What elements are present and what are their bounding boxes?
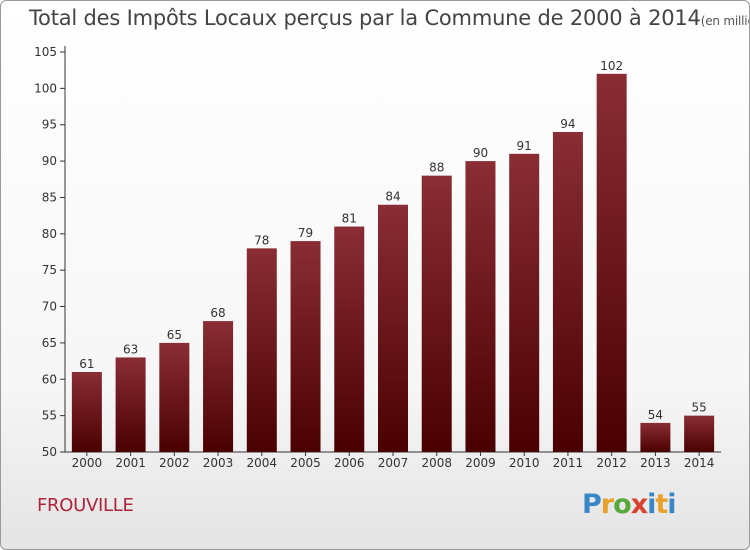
y-tick-label: 75 — [42, 263, 57, 277]
bar-value-label: 63 — [123, 342, 138, 356]
y-tick-label: 65 — [42, 336, 57, 350]
y-tick-label: 95 — [42, 118, 57, 132]
bars — [71, 73, 715, 453]
x-tick-label: 2002 — [159, 456, 190, 470]
y-tick-label: 70 — [42, 300, 57, 314]
x-tick-label: 2008 — [421, 456, 452, 470]
bar-2005 — [290, 241, 321, 452]
axes: 50 55 60 65 70 75 80 85 90 95 100 105 2000 2001 2002 20… — [34, 45, 721, 470]
x-tick-label: 2011 — [553, 456, 584, 470]
bar-2009 — [465, 161, 496, 452]
x-tick-label: 2003 — [203, 456, 234, 470]
x-tick-label: 2005 — [290, 456, 321, 470]
x-tick-label: 2000 — [72, 456, 103, 470]
y-tick-label: 100 — [34, 81, 57, 95]
x-tick-label: 2009 — [465, 456, 496, 470]
bar-value-label: 65 — [167, 328, 182, 342]
bar-2001 — [115, 357, 146, 452]
bar-2008 — [421, 175, 452, 453]
x-tick-label: 2014 — [684, 456, 715, 470]
y-tick-label: 85 — [42, 190, 57, 204]
bar-2004 — [246, 248, 277, 452]
bar-2010 — [509, 153, 540, 452]
proxiti-logo: Proxiti — [582, 489, 677, 520]
bar-value-label: 79 — [298, 226, 313, 240]
bar-value-label: 68 — [210, 306, 225, 320]
chart-title-text: Total des Impôts Locaux perçus par la Co… — [29, 6, 701, 30]
bar-2014 — [684, 415, 715, 452]
chart-title: Total des Impôts Locaux perçus par la Co… — [29, 6, 749, 30]
data-labels: 61 63 65 68 78 79 81 84 88 90 91 94 102 54 55 — [79, 59, 707, 422]
y-tick-label: 50 — [42, 445, 57, 459]
bar-value-label: 55 — [691, 401, 706, 415]
chart-title-unit: (en milliers d'€) — [700, 14, 749, 28]
bar-value-label: 94 — [560, 117, 575, 131]
bar-value-label: 61 — [79, 357, 94, 371]
bar-value-label: 102 — [600, 59, 623, 73]
x-tick-label: 2001 — [115, 456, 146, 470]
bar-2012 — [596, 73, 627, 453]
bar-value-label: 90 — [473, 146, 488, 160]
bar-value-label: 54 — [648, 408, 663, 422]
y-tick-label: 55 — [42, 409, 57, 423]
bar-value-label: 91 — [517, 139, 532, 153]
bar-2002 — [159, 342, 190, 452]
bar-value-label: 81 — [342, 212, 357, 226]
commune-name: FROUVILLE — [37, 495, 134, 516]
x-tick-label: 2004 — [247, 456, 278, 470]
x-tick-label: 2012 — [596, 456, 627, 470]
bar-2000 — [71, 372, 102, 452]
y-tick-label: 90 — [42, 154, 57, 168]
bar-2003 — [203, 321, 234, 452]
bar-2013 — [640, 422, 671, 452]
x-tick-label: 2006 — [334, 456, 365, 470]
bar-2006 — [334, 226, 365, 452]
y-tick-label: 80 — [42, 227, 57, 241]
bar-value-label: 88 — [429, 161, 444, 175]
y-tick-label: 60 — [42, 372, 57, 386]
bar-2011 — [552, 132, 583, 452]
x-tick-label: 2007 — [378, 456, 409, 470]
y-tick-label: 105 — [34, 45, 57, 59]
bar-value-label: 84 — [385, 190, 400, 204]
x-tick-label: 2010 — [509, 456, 540, 470]
bar-2007 — [378, 204, 408, 452]
x-tick-label: 2013 — [640, 456, 671, 470]
bar-value-label: 78 — [254, 233, 269, 247]
